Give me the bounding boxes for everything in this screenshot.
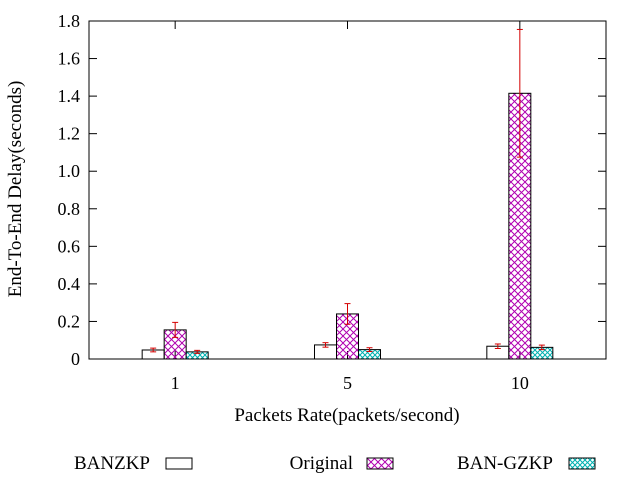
y-axis: 0 0.2 0.4 0.6 0.8 1.0 1.2 1.4 1.6 1.8 [58,11,606,369]
legend-swatch [366,457,394,470]
y-tick-label: 0.8 [58,199,81,219]
error-bars [150,28,545,354]
y-tick-label: 1.8 [58,11,81,31]
y-tick-label: 1.2 [58,124,81,144]
y-tick-label: 1.6 [58,49,81,69]
y-tick-label: 0.2 [58,311,81,331]
y-tick-label: 1.4 [58,86,81,106]
x-axis: 1 5 10 [171,21,529,393]
x-tick-label: 1 [171,373,180,393]
legend-label: BAN-GZKP [457,453,553,474]
legend-swatch [568,457,596,470]
x-axis-title: Packets Rate(packets/second) [234,405,459,426]
y-tick-label: 0 [71,349,80,369]
x-tick-label: 5 [343,373,352,393]
legend-label: Original [290,453,353,474]
bars [141,92,554,360]
legend-label: BANZKP [74,453,150,474]
y-axis-title: End-To-End Delay(seconds) [5,81,26,298]
y-tick-label: 0.6 [58,236,81,256]
y-tick-label: 0.4 [58,274,81,294]
x-tick-label: 10 [511,373,529,393]
y-tick-label: 1.0 [58,161,81,181]
legend-swatch [165,457,193,470]
legend: BANZKP Original BAN-GZKP [74,453,596,474]
